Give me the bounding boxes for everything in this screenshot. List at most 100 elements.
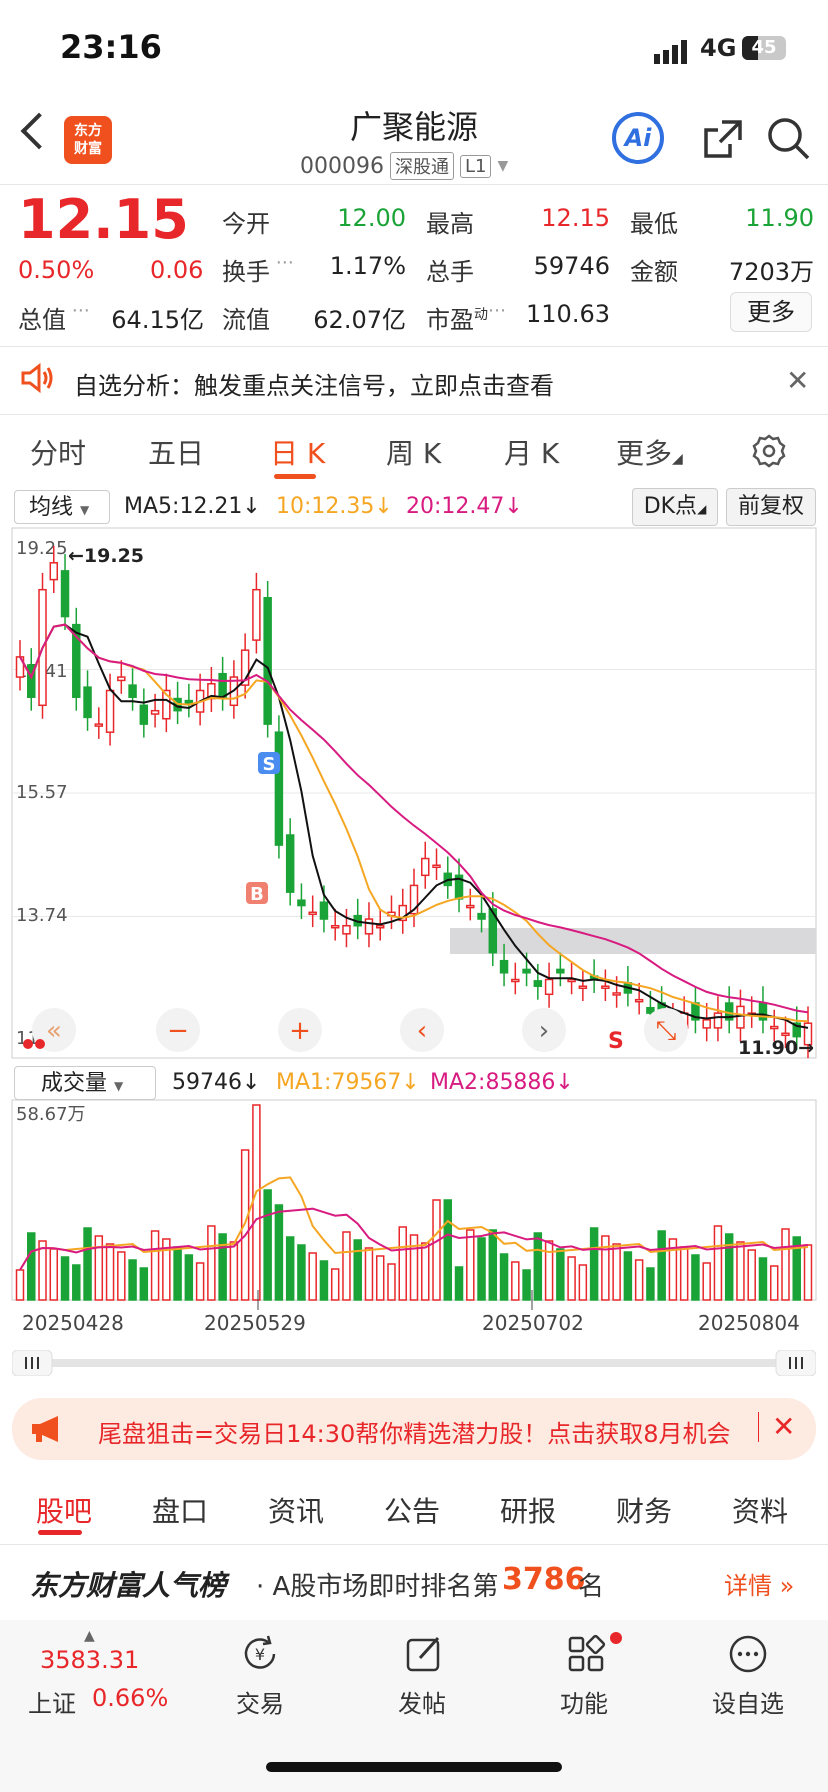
tab-finance[interactable]: 财务	[616, 1495, 673, 1528]
tab-five-day[interactable]: 五日	[148, 437, 205, 470]
volume-bar	[27, 1232, 36, 1301]
volume-bar	[207, 1225, 216, 1301]
tab-month-k[interactable]: 月 K	[504, 437, 560, 470]
zoom-in-button[interactable]	[278, 1008, 322, 1052]
step-right-button[interactable]	[522, 1008, 566, 1052]
high-label: 最高	[426, 210, 474, 238]
tab-intraday[interactable]: 分时	[30, 437, 87, 470]
candle-body	[375, 924, 385, 929]
index-name[interactable]: 上证	[28, 1690, 76, 1718]
volume-select-dropdown[interactable]: 成交量 ▼	[14, 1066, 156, 1100]
volume-bar	[668, 1238, 678, 1301]
tab-guba[interactable]: 股吧	[36, 1495, 93, 1528]
candle-body	[612, 992, 621, 996]
index-percent[interactable]: 0.66%	[92, 1684, 169, 1712]
candle-body	[83, 686, 92, 719]
chevron-down-icon: ▼	[497, 158, 509, 174]
volume-bar	[421, 1242, 430, 1301]
volume-bar	[634, 1259, 644, 1301]
popularity-detail-link[interactable]: 详情 »	[724, 1572, 795, 1600]
ma10-legend: 10:12.35↓	[276, 494, 393, 519]
volume-bar	[544, 1240, 554, 1301]
candle-body	[263, 597, 272, 725]
stock-code-row[interactable]: 000096 深股通 L1 ▼	[300, 152, 508, 180]
step-left-button[interactable]	[400, 1008, 444, 1052]
share-icon[interactable]	[700, 118, 744, 162]
nav-function[interactable]: 功能	[560, 1690, 608, 1718]
info-icon[interactable]: ⋯	[66, 300, 90, 321]
chart-scrollbar[interactable]	[12, 1350, 816, 1376]
promo-close-icon[interactable]: ✕	[772, 1410, 796, 1443]
kline-chart[interactable]: 19.2517.4115.5713.7411.90←19.2511.90→SBS…	[0, 0, 828, 1340]
post-icon[interactable]	[404, 1634, 444, 1674]
tab-news[interactable]: 资讯	[268, 1495, 325, 1528]
volume-bar	[747, 1249, 756, 1301]
popularity-title: 东方财富人气榜	[30, 1569, 227, 1602]
network-label: 4G	[700, 34, 737, 62]
tab-day-k[interactable]: 日 K	[270, 437, 326, 470]
level-tag: L1	[459, 154, 492, 178]
tab-announcements[interactable]: 公告	[384, 1495, 441, 1528]
scroll-left-fast-button-label: «	[46, 1016, 62, 1046]
info-icon[interactable]: ⋯	[270, 252, 294, 273]
ma10-line	[19, 623, 809, 1023]
promo-banner[interactable]	[12, 1398, 816, 1460]
megaphone-icon	[32, 1416, 58, 1442]
ai-assistant-button[interactable]: Ai	[612, 112, 664, 164]
more-quote-button[interactable]: 更多	[730, 292, 812, 332]
tab-profile[interactable]: 资料	[732, 1495, 789, 1528]
tab-more[interactable]: 更多◢	[616, 437, 683, 470]
volume-bar	[499, 1253, 509, 1301]
volume-bar	[432, 1199, 441, 1301]
nav-watchlist[interactable]: 设自选	[712, 1690, 784, 1718]
hk-connect-tag: 深股通	[389, 152, 454, 180]
nav-trade[interactable]: 交易	[236, 1690, 284, 1718]
dk-point-button[interactable]: DK点◢	[632, 488, 718, 526]
float-label: 流值	[222, 306, 270, 334]
nav-post[interactable]: 发帖	[398, 1690, 446, 1718]
ma-select-dropdown[interactable]: 均线 ▼	[14, 490, 110, 524]
volume-bar	[128, 1259, 137, 1301]
volume-bar	[38, 1240, 47, 1301]
volume-bar	[466, 1229, 475, 1301]
candle-body	[308, 911, 317, 916]
function-grid-icon[interactable]	[566, 1634, 606, 1674]
promo-text[interactable]: 尾盘狙击=交易日14:30帮你精选潜力股！点击获取8月机会	[98, 1420, 731, 1448]
volume-bar	[353, 1239, 362, 1301]
mktcap-label: 总值 ⋯	[18, 300, 90, 334]
volume-bar	[567, 1256, 576, 1301]
popularity-rank: 3786	[502, 1562, 586, 1597]
signal-icon	[654, 40, 687, 64]
volume-bar	[792, 1236, 801, 1301]
zoom-out-button[interactable]	[156, 1008, 200, 1052]
tab-pankou[interactable]: 盘口	[152, 1495, 209, 1528]
close-icon[interactable]: ✕	[786, 364, 810, 397]
volume-bar	[477, 1237, 486, 1301]
add-watchlist-icon[interactable]	[728, 1634, 768, 1674]
alert-text[interactable]: 自选分析：触发重点关注信号，立即点击查看	[74, 372, 554, 400]
volume-bar	[511, 1261, 520, 1301]
volume-bar	[308, 1252, 317, 1301]
tab-week-k[interactable]: 周 K	[386, 437, 442, 470]
info-icon[interactable]: ⋯	[488, 300, 506, 321]
sell-signal-badge	[258, 752, 280, 774]
candle-body	[702, 1019, 711, 1029]
index-value[interactable]: 3583.31	[40, 1646, 140, 1674]
tab-research[interactable]: 研报	[500, 1495, 557, 1528]
settings-gear-icon[interactable]	[752, 434, 786, 468]
adjust-price-button[interactable]: 前复权	[726, 488, 816, 526]
candle-body	[533, 980, 543, 987]
candle-body	[274, 731, 284, 846]
ma20-legend: 20:12.47↓	[406, 494, 523, 519]
volume-bar	[702, 1262, 711, 1301]
fullscreen-button-label: ⤡	[656, 1016, 677, 1046]
trade-icon[interactable]: ¥	[240, 1634, 280, 1674]
candle-body	[117, 676, 126, 682]
volume-bar	[679, 1246, 689, 1301]
candle-body	[781, 1032, 790, 1037]
fullscreen-button[interactable]	[644, 1008, 688, 1052]
search-icon[interactable]	[766, 116, 812, 162]
volume-bar	[319, 1260, 329, 1301]
volume-bar	[375, 1255, 385, 1301]
volume-bar	[781, 1228, 790, 1301]
